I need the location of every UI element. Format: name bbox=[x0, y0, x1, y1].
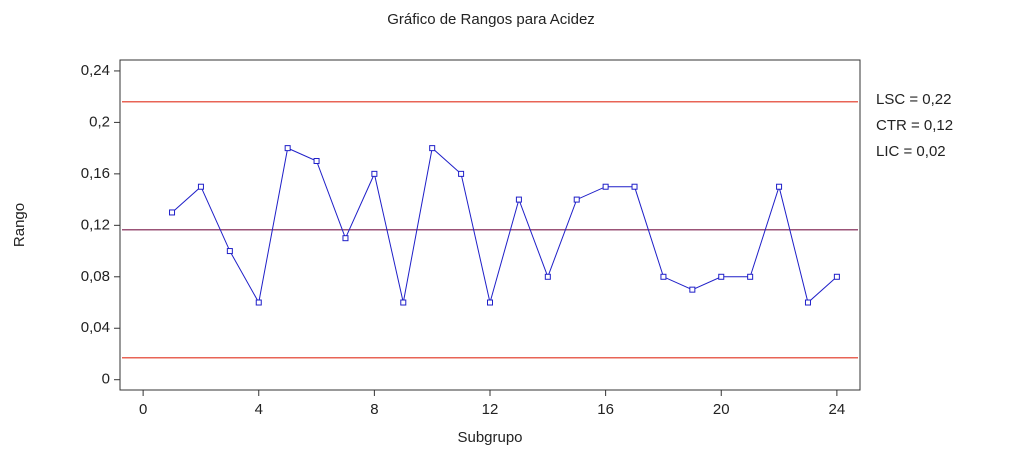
data-point bbox=[573, 196, 580, 203]
x-axis-label: Subgrupo bbox=[457, 429, 522, 446]
data-point bbox=[197, 183, 204, 190]
data-point bbox=[515, 196, 522, 203]
x-tick-label: 24 bbox=[829, 401, 846, 418]
data-point bbox=[718, 273, 725, 280]
data-point bbox=[255, 299, 262, 306]
x-tick-label: 8 bbox=[370, 401, 378, 418]
data-point bbox=[169, 209, 176, 216]
control-limit-label: LSC = 0,22 bbox=[876, 91, 951, 108]
y-tick-label: 0,08 bbox=[81, 268, 110, 285]
y-tick-label: 0,2 bbox=[89, 113, 110, 130]
x-tick-label: 4 bbox=[255, 401, 263, 418]
data-line bbox=[171, 147, 838, 304]
data-point bbox=[371, 170, 378, 177]
plot-frame bbox=[119, 59, 861, 391]
data-point bbox=[400, 299, 407, 306]
control-limit-label: LIC = 0,02 bbox=[876, 143, 946, 160]
control-limit-label: CTR = 0,12 bbox=[876, 117, 953, 134]
data-point bbox=[660, 273, 667, 280]
data-point bbox=[487, 299, 493, 306]
data-point bbox=[689, 286, 696, 293]
y-tick-label: 0,16 bbox=[81, 165, 110, 182]
y-tick-label: 0,12 bbox=[81, 216, 110, 233]
data-point bbox=[342, 235, 349, 242]
x-tick-label: 20 bbox=[713, 401, 730, 418]
data-point bbox=[631, 183, 638, 190]
data-point bbox=[833, 273, 840, 280]
data-point bbox=[226, 248, 233, 255]
y-tick-label: 0,04 bbox=[81, 319, 110, 336]
data-point bbox=[776, 183, 783, 190]
data-point bbox=[284, 145, 291, 152]
data-point bbox=[804, 299, 811, 306]
data-point bbox=[747, 273, 754, 280]
x-tick-label: 16 bbox=[597, 401, 614, 418]
data-point bbox=[544, 273, 551, 280]
x-tick-label: 12 bbox=[482, 401, 499, 418]
data-point bbox=[602, 183, 609, 190]
y-axis-label: Rango bbox=[11, 203, 28, 247]
data-point bbox=[429, 145, 436, 152]
x-tick-label: 0 bbox=[139, 401, 147, 418]
y-tick-label: 0 bbox=[102, 371, 110, 388]
data-point bbox=[313, 157, 320, 164]
data-point bbox=[458, 170, 465, 177]
y-tick-label: 0,24 bbox=[81, 62, 110, 79]
chart-title: Gráfico de Rangos para Acidez bbox=[387, 11, 595, 28]
